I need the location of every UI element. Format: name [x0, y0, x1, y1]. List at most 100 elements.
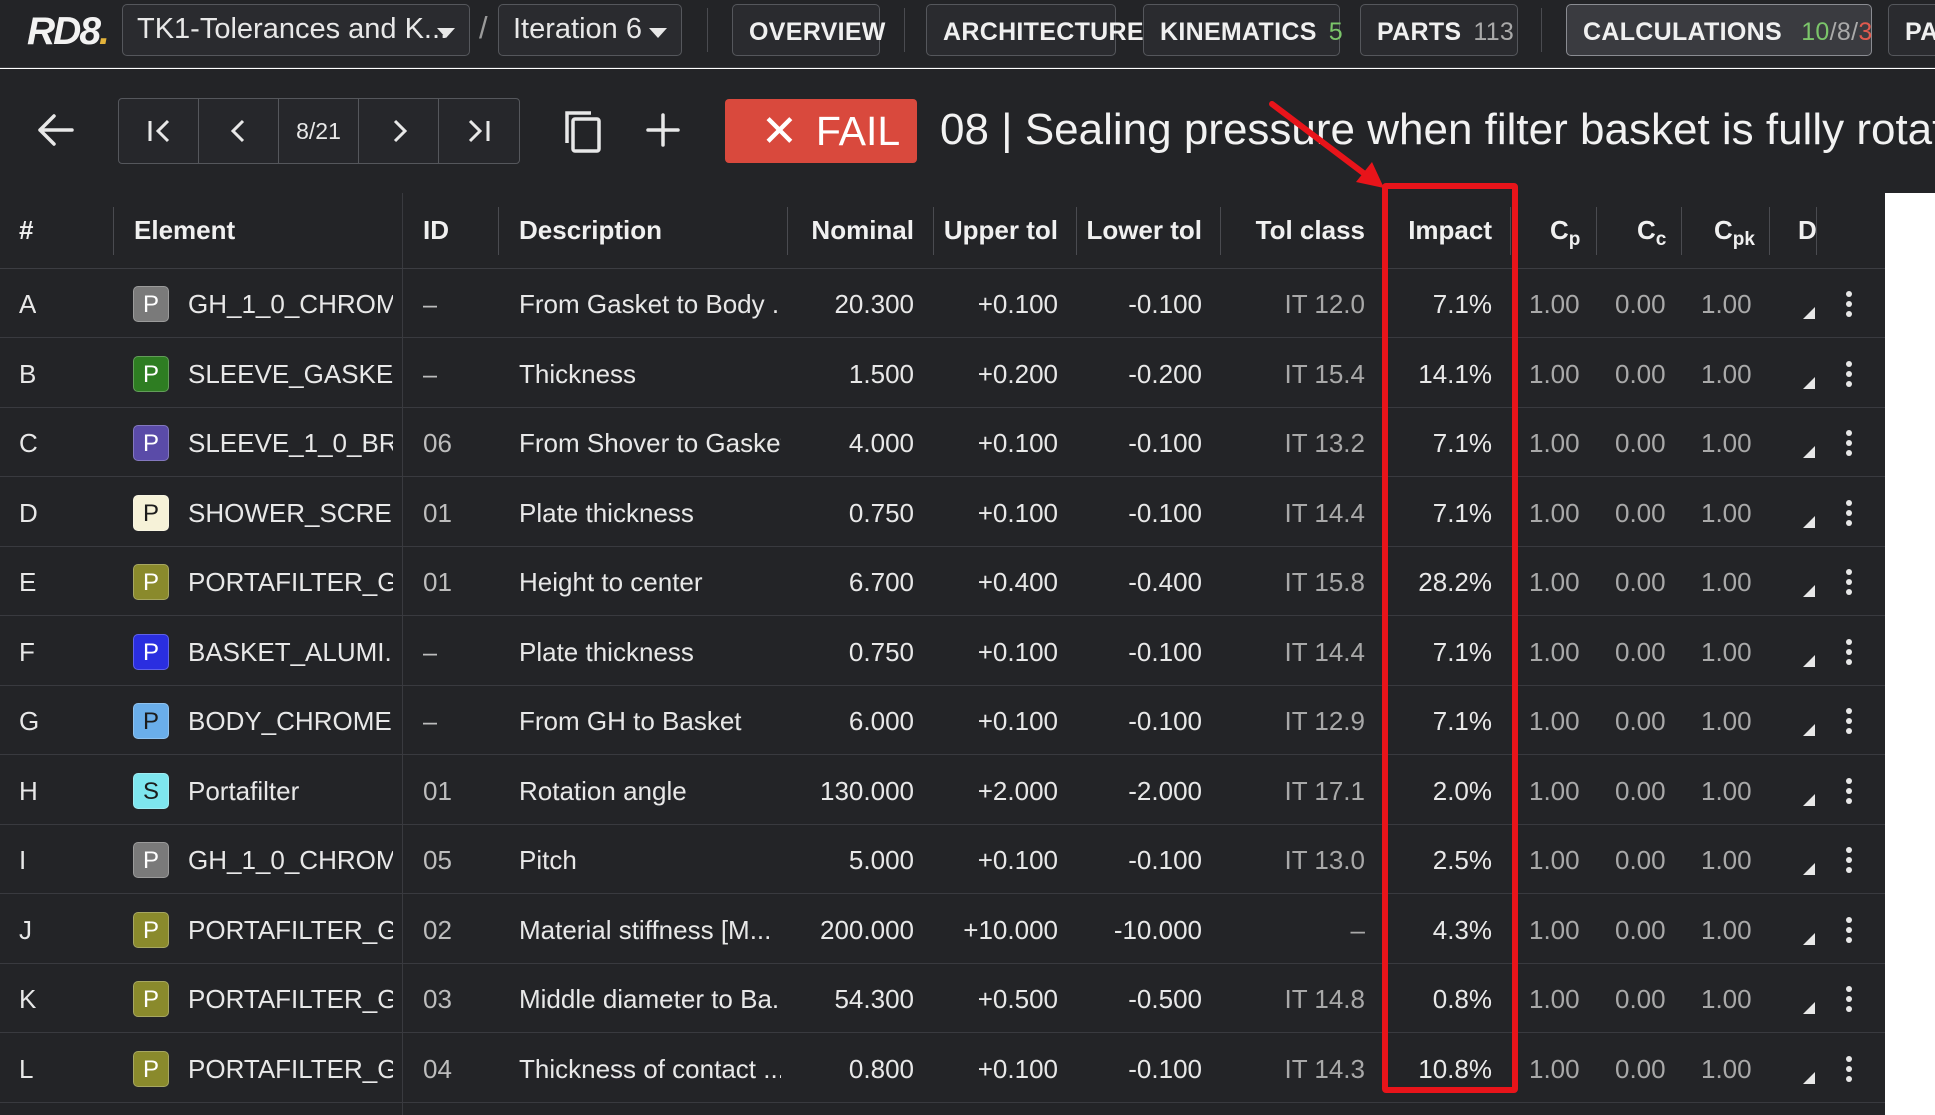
header-divider [1510, 207, 1511, 255]
tab-kinematics[interactable]: KINEMATICS 5 [1143, 4, 1343, 56]
header-lower-tol[interactable]: Lower tol [1086, 215, 1202, 245]
element-name[interactable]: BODY_CHROME... [188, 706, 393, 736]
previous-page-button[interactable] [199, 99, 279, 163]
more-options-icon[interactable] [1846, 847, 1852, 873]
more-options-icon[interactable] [1846, 708, 1852, 734]
divider [707, 8, 708, 52]
table-row[interactable]: C P SLEEVE_1_0_BR... 06 From Shover to G… [0, 408, 1885, 477]
table-row[interactable]: K P PORTAFILTER_G... 03 Middle diameter … [0, 964, 1885, 1033]
tab-overview[interactable]: OVERVIEW [732, 4, 885, 56]
project-dropdown[interactable]: TK1-Tolerances and K... [122, 4, 470, 56]
header-cc[interactable]: Cc [1637, 215, 1667, 251]
row-description: From Shover to Gasket [519, 428, 781, 458]
element-name[interactable]: BASKET_ALUMI... [188, 636, 393, 667]
element-name[interactable]: SHOWER_SCREE... [188, 497, 393, 528]
row-cc: 0.00 [1615, 428, 1666, 458]
table-row[interactable]: B P SLEEVE_GASKE... – Thickness 1.500 +0… [0, 339, 1885, 408]
row-letter: H [19, 775, 38, 806]
row-id: 01 [423, 567, 452, 597]
row-letter: A [19, 289, 37, 319]
row-id: 06 [423, 428, 452, 458]
tab-architecture[interactable]: ARCHITECTURE [926, 4, 1144, 56]
element-name[interactable]: SLEEVE_1_0_BR... [188, 428, 393, 458]
more-options-icon[interactable] [1846, 569, 1852, 595]
last-page-button[interactable] [439, 99, 519, 163]
first-page-button[interactable] [119, 99, 199, 163]
header-impact[interactable]: Impact [1408, 215, 1492, 245]
row-cc: 0.00 [1615, 914, 1666, 945]
row-impact: 0.8% [1432, 984, 1492, 1014]
more-options-icon[interactable] [1846, 916, 1852, 943]
row-nominal: 4.000 [848, 428, 914, 458]
resize-corner-icon [1803, 1002, 1815, 1014]
element-name[interactable]: SLEEVE_GASKE... [188, 358, 393, 389]
element-name[interactable]: GH_1_0_CHROM... [188, 845, 393, 875]
header-cp[interactable]: Cp [1550, 215, 1581, 251]
element-name[interactable]: PORTAFILTER_G... [188, 914, 393, 945]
row-cp: 1.00 [1529, 775, 1580, 806]
header-upper-tol[interactable]: Upper tol [943, 215, 1058, 245]
rd8-logo[interactable]: RD8. [27, 10, 110, 53]
header-tol-class[interactable]: Tol class [1255, 215, 1365, 245]
header-description[interactable]: Description [519, 215, 663, 245]
resize-corner-icon [1803, 932, 1815, 945]
more-options-icon[interactable] [1846, 986, 1852, 1012]
row-cpk: 1.00 [1701, 914, 1752, 945]
header-id[interactable]: ID [423, 215, 449, 245]
element-type-badge: P [133, 1050, 169, 1087]
more-options-icon[interactable] [1846, 777, 1852, 804]
header-divider [1816, 207, 1817, 255]
header-element[interactable]: Element [134, 215, 236, 245]
row-upper-tol: +0.100 [977, 706, 1058, 736]
row-description: Rotation angle [519, 775, 687, 806]
calculations-counts: 10/8/3 [1801, 18, 1873, 46]
element-name[interactable]: PORTAFILTER_G... [188, 567, 393, 597]
more-options-icon[interactable] [1846, 291, 1852, 317]
row-id: – [423, 358, 438, 389]
table-row[interactable]: L P PORTAFILTER_G... 04 Thickness of con… [0, 1034, 1885, 1103]
more-options-icon[interactable] [1846, 499, 1852, 526]
project-name: TK1-Tolerances and K... [137, 13, 449, 45]
row-impact: 4.3% [1432, 914, 1492, 945]
table-row[interactable]: D P SHOWER_SCREE... 01 Plate thickness 0… [0, 478, 1885, 547]
element-name[interactable]: GH_1_0_CHROM... [188, 289, 393, 319]
table-row[interactable]: F P BASKET_ALUMI... – Plate thickness 0.… [0, 617, 1885, 686]
element-name[interactable]: PORTAFILTER_G... [188, 1053, 393, 1084]
element-type-badge: P [133, 981, 169, 1017]
row-tol-class: IT 14.3 [1284, 1053, 1365, 1084]
element-type-badge: P [133, 703, 169, 739]
element-name[interactable]: Portafilter [188, 775, 300, 806]
more-options-icon[interactable] [1846, 360, 1852, 387]
resize-corner-icon [1803, 515, 1815, 528]
table-row[interactable]: J P PORTAFILTER_G... 02 Material stiffne… [0, 895, 1885, 964]
header-cpk[interactable]: Cpk [1714, 215, 1755, 251]
row-impact: 7.1% [1432, 497, 1492, 528]
element-type-badge: P [133, 564, 169, 600]
table-row[interactable]: I P GH_1_0_CHROM... 05 Pitch 5.000 +0.10… [0, 825, 1885, 894]
copy-icon[interactable] [563, 109, 603, 155]
back-arrow-icon[interactable] [34, 109, 76, 151]
row-impact: 2.5% [1432, 845, 1492, 875]
row-cp: 1.00 [1529, 914, 1580, 945]
row-impact: 28.2% [1418, 567, 1492, 597]
table-row[interactable]: H S Portafilter 01 Rotation angle 130.00… [0, 756, 1885, 825]
tab-parts[interactable]: PARTS 113 [1360, 4, 1518, 56]
header-index[interactable]: # [19, 215, 34, 245]
header-nominal[interactable]: Nominal [811, 215, 914, 245]
more-options-icon[interactable] [1846, 638, 1852, 665]
element-name[interactable]: PORTAFILTER_G... [188, 984, 393, 1014]
row-cpk: 1.00 [1701, 775, 1752, 806]
header-d[interactable]: D [1798, 215, 1817, 245]
element-type-badge: S [133, 772, 169, 809]
table-row[interactable]: A P GH_1_0_CHROM... – From Gasket to Bod… [0, 269, 1885, 338]
table-row[interactable]: E P PORTAFILTER_G... 01 Height to center… [0, 547, 1885, 616]
iteration-dropdown[interactable]: Iteration 6 [498, 4, 682, 56]
tab-overflow[interactable]: PA [1888, 4, 1935, 56]
table-row[interactable]: G P BODY_CHROME... – From GH to Basket 6… [0, 686, 1885, 755]
add-icon[interactable] [644, 111, 682, 149]
element-type-badge: P [133, 494, 169, 531]
next-page-button[interactable] [359, 99, 439, 163]
more-options-icon[interactable] [1846, 1055, 1852, 1082]
more-options-icon[interactable] [1846, 430, 1852, 456]
tab-calculations[interactable]: CALCULATIONS 10/8/3 [1566, 4, 1872, 56]
